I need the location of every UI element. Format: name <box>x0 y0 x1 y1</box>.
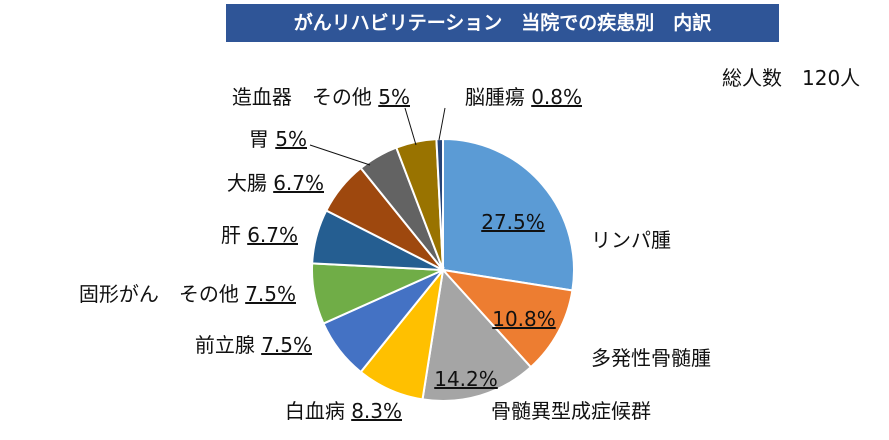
slice-label: 造血器 その他 5% <box>232 85 410 109</box>
slice-name-label: 骨髄異型成症候群 <box>491 399 651 423</box>
slice-label: 肝 6.7% <box>221 223 298 247</box>
slice-label: 大腸 6.7% <box>227 171 324 195</box>
leader-line <box>404 107 417 146</box>
slice-name-label: 多発性骨髄腫 <box>591 346 711 370</box>
pie-slice <box>442 137 575 292</box>
slice-value-label: 14.2% <box>434 367 498 391</box>
slice-name-label: リンパ腫 <box>591 228 671 252</box>
slice-label: 胃 5% <box>249 127 307 151</box>
slice-label: 固形がん その他 7.5% <box>79 282 296 306</box>
slice-label: 白血病 8.3% <box>285 399 402 423</box>
leader-line <box>438 107 446 141</box>
slice-value-label: 10.8% <box>492 307 556 331</box>
chart-title: がんリハビリテーション 当院での疾患別 内訳 <box>226 4 779 42</box>
slice-label: 脳腫瘍 0.8% <box>465 85 582 109</box>
pie-slice <box>421 267 533 402</box>
leader-line <box>309 144 371 166</box>
total-count-label: 総人数 120人 <box>722 66 861 90</box>
pie-slice <box>435 137 444 271</box>
pie-slice <box>440 268 574 369</box>
slice-value-label: 27.5% <box>481 210 545 234</box>
slice-label: 前立腺 7.5% <box>195 333 312 357</box>
